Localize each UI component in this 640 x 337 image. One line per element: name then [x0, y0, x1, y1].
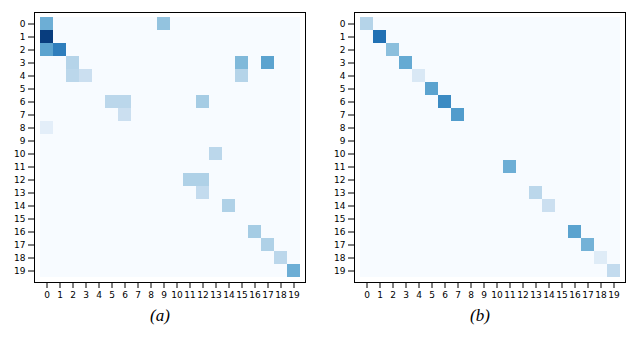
svg-text:5: 5: [339, 84, 345, 94]
svg-text:5: 5: [429, 290, 435, 300]
svg-text:10: 10: [491, 290, 503, 300]
svg-text:3: 3: [339, 58, 345, 68]
svg-text:18: 18: [595, 290, 607, 300]
svg-text:8: 8: [148, 290, 154, 300]
svg-text:19: 19: [334, 266, 346, 276]
svg-text:1: 1: [377, 290, 383, 300]
svg-text:9: 9: [161, 290, 167, 300]
svg-text:7: 7: [339, 110, 345, 120]
svg-text:0: 0: [339, 19, 345, 29]
svg-text:3: 3: [19, 58, 25, 68]
svg-text:16: 16: [334, 227, 346, 237]
svg-text:18: 18: [14, 253, 26, 263]
svg-text:13: 13: [530, 290, 541, 300]
svg-text:6: 6: [339, 97, 345, 107]
svg-text:12: 12: [334, 175, 345, 185]
svg-text:17: 17: [14, 240, 25, 250]
svg-text:13: 13: [334, 188, 345, 198]
svg-text:4: 4: [416, 290, 422, 300]
svg-text:12: 12: [517, 290, 528, 300]
svg-text:19: 19: [608, 290, 620, 300]
svg-text:3: 3: [403, 290, 409, 300]
svg-text:8: 8: [468, 290, 474, 300]
svg-text:14: 14: [543, 290, 555, 300]
svg-text:3: 3: [83, 290, 89, 300]
svg-text:15: 15: [236, 290, 247, 300]
svg-text:9: 9: [481, 290, 487, 300]
svg-text:0: 0: [44, 290, 50, 300]
svg-text:8: 8: [339, 123, 345, 133]
svg-text:17: 17: [334, 240, 345, 250]
svg-text:7: 7: [19, 110, 25, 120]
svg-text:16: 16: [249, 290, 261, 300]
svg-text:19: 19: [14, 266, 26, 276]
svg-text:13: 13: [14, 188, 25, 198]
svg-text:5: 5: [19, 84, 25, 94]
svg-text:0: 0: [364, 290, 370, 300]
svg-text:1: 1: [339, 32, 345, 42]
svg-text:5: 5: [109, 290, 115, 300]
svg-text:18: 18: [334, 253, 346, 263]
svg-text:16: 16: [569, 290, 581, 300]
svg-text:4: 4: [339, 71, 345, 81]
svg-text:11: 11: [14, 162, 25, 172]
svg-text:7: 7: [135, 290, 141, 300]
svg-text:11: 11: [334, 162, 345, 172]
svg-text:10: 10: [171, 290, 183, 300]
svg-text:10: 10: [14, 149, 26, 159]
svg-text:14: 14: [14, 201, 26, 211]
svg-text:7: 7: [455, 290, 461, 300]
svg-text:18: 18: [275, 290, 287, 300]
svg-text:2: 2: [70, 290, 76, 300]
svg-text:12: 12: [197, 290, 208, 300]
svg-text:4: 4: [96, 290, 102, 300]
svg-text:2: 2: [390, 290, 396, 300]
svg-text:19: 19: [288, 290, 300, 300]
svg-text:2: 2: [19, 45, 25, 55]
svg-text:6: 6: [442, 290, 448, 300]
svg-text:15: 15: [14, 214, 25, 224]
svg-text:6: 6: [122, 290, 128, 300]
svg-text:1: 1: [57, 290, 63, 300]
svg-text:17: 17: [582, 290, 593, 300]
svg-text:14: 14: [334, 201, 346, 211]
svg-text:8: 8: [19, 123, 25, 133]
svg-text:9: 9: [339, 136, 345, 146]
html-text:(b): (b): [470, 306, 490, 325]
svg-text:6: 6: [19, 97, 25, 107]
svg-text:9: 9: [19, 136, 25, 146]
svg-text:13: 13: [210, 290, 221, 300]
svg-text:12: 12: [14, 175, 25, 185]
svg-text:10: 10: [334, 149, 346, 159]
svg-text:0: 0: [19, 19, 25, 29]
svg-text:15: 15: [334, 214, 345, 224]
svg-text:2: 2: [339, 45, 345, 55]
svg-text:14: 14: [223, 290, 235, 300]
svg-text:4: 4: [19, 71, 25, 81]
svg-text:16: 16: [14, 227, 26, 237]
svg-text:11: 11: [184, 290, 195, 300]
svg-text:11: 11: [504, 290, 515, 300]
svg-text:17: 17: [262, 290, 273, 300]
html-text:(a): (a): [150, 306, 170, 325]
svg-text:1: 1: [19, 32, 25, 42]
svg-text:15: 15: [556, 290, 567, 300]
